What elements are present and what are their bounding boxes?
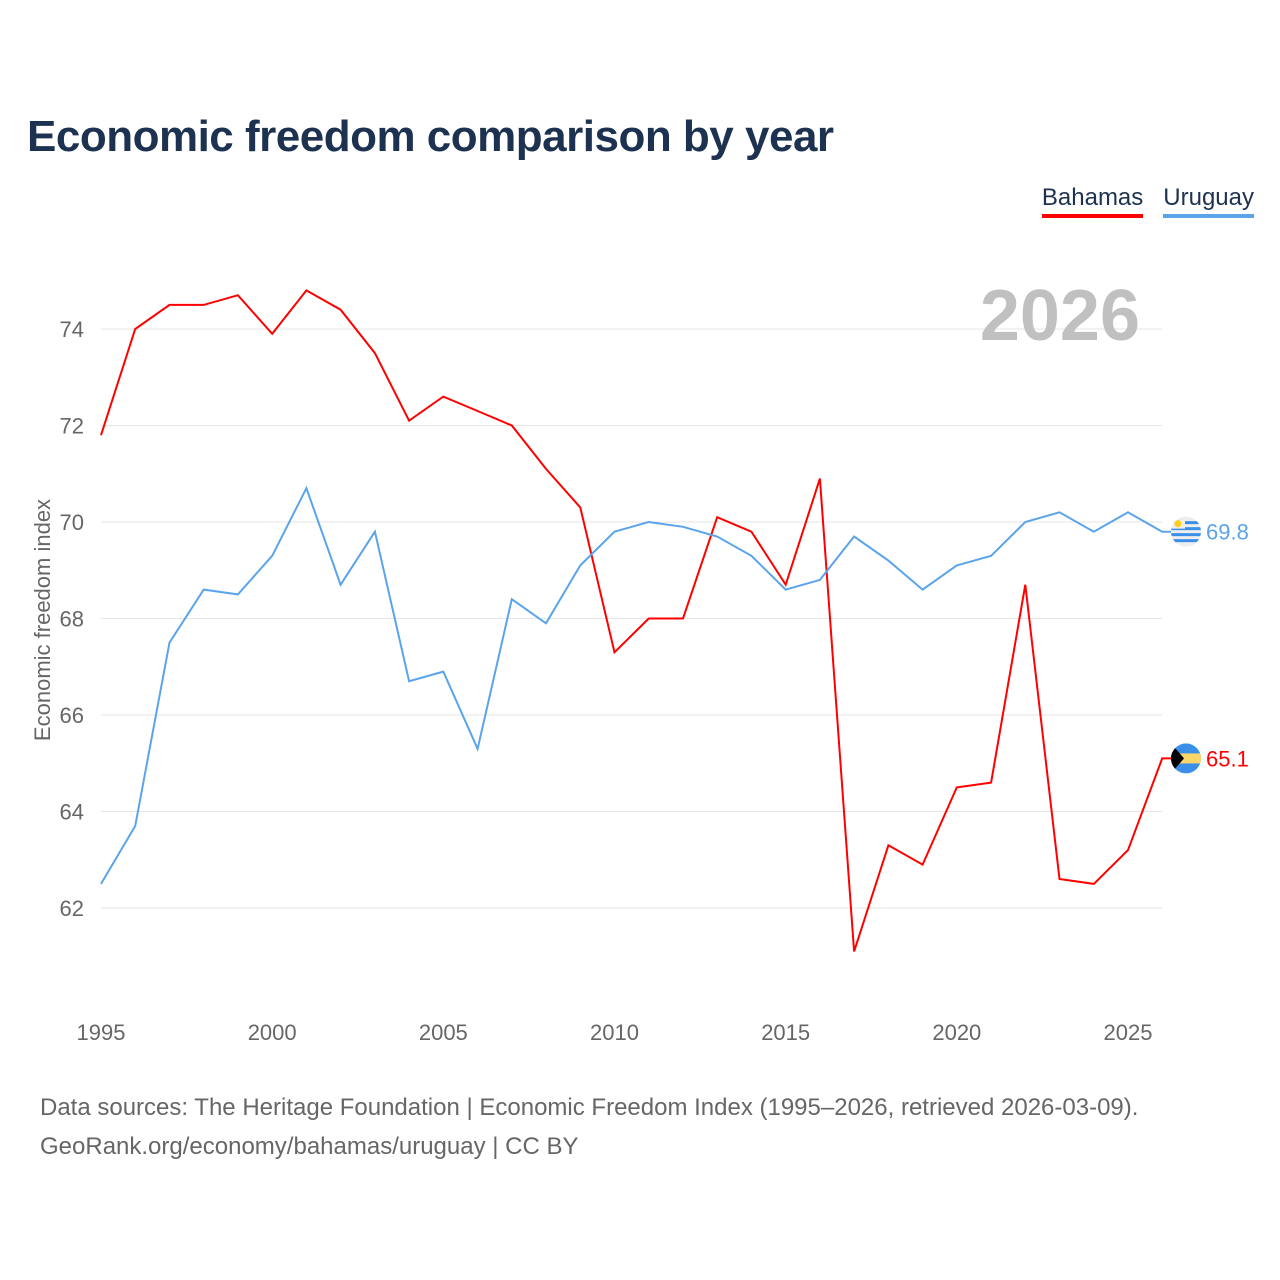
end-value-label: 65.1	[1206, 746, 1249, 771]
source-link[interactable]: GeoRank.org/economy/bahamas/uruguay | CC…	[40, 1133, 579, 1160]
legend-uruguay[interactable]: Uruguay	[1163, 184, 1254, 218]
series-line-bahamas	[100, 289, 1172, 952]
data-source: Data sources: The Heritage Foundation | …	[40, 1094, 1139, 1121]
x-tick-label: 2020	[932, 1020, 981, 1045]
x-tick-label: 2015	[761, 1020, 810, 1045]
y-tick-label: 62	[60, 896, 84, 921]
year-watermark: 2026	[980, 276, 1140, 356]
y-tick-label: 70	[60, 510, 84, 535]
footer: Data sources: The Heritage Foundation | …	[40, 1088, 1138, 1166]
legend-bahamas[interactable]: Bahamas	[1041, 184, 1144, 218]
x-tick-label: 2025	[1104, 1020, 1153, 1045]
chart-title: Economic freedom comparison by year	[27, 112, 834, 161]
uruguay-flag-icon	[1171, 516, 1201, 547]
y-axis-label: Economic freedom index	[30, 499, 55, 741]
x-tick-label: 2010	[590, 1020, 639, 1045]
y-tick-label: 74	[60, 317, 84, 342]
end-value-label: 69.8	[1206, 520, 1249, 545]
y-tick-label: 72	[60, 414, 84, 439]
y-tick-label: 68	[60, 607, 84, 632]
y-tick-label: 64	[60, 800, 84, 825]
x-tick-label: 2005	[419, 1020, 468, 1045]
x-tick-label: 2000	[248, 1020, 297, 1045]
series-line-uruguay	[100, 485, 1172, 885]
bahamas-flag-icon	[1171, 743, 1201, 774]
y-tick-label: 66	[60, 703, 84, 728]
legend: Bahamas Uruguay	[1041, 184, 1254, 218]
x-tick-label: 1995	[77, 1020, 126, 1045]
